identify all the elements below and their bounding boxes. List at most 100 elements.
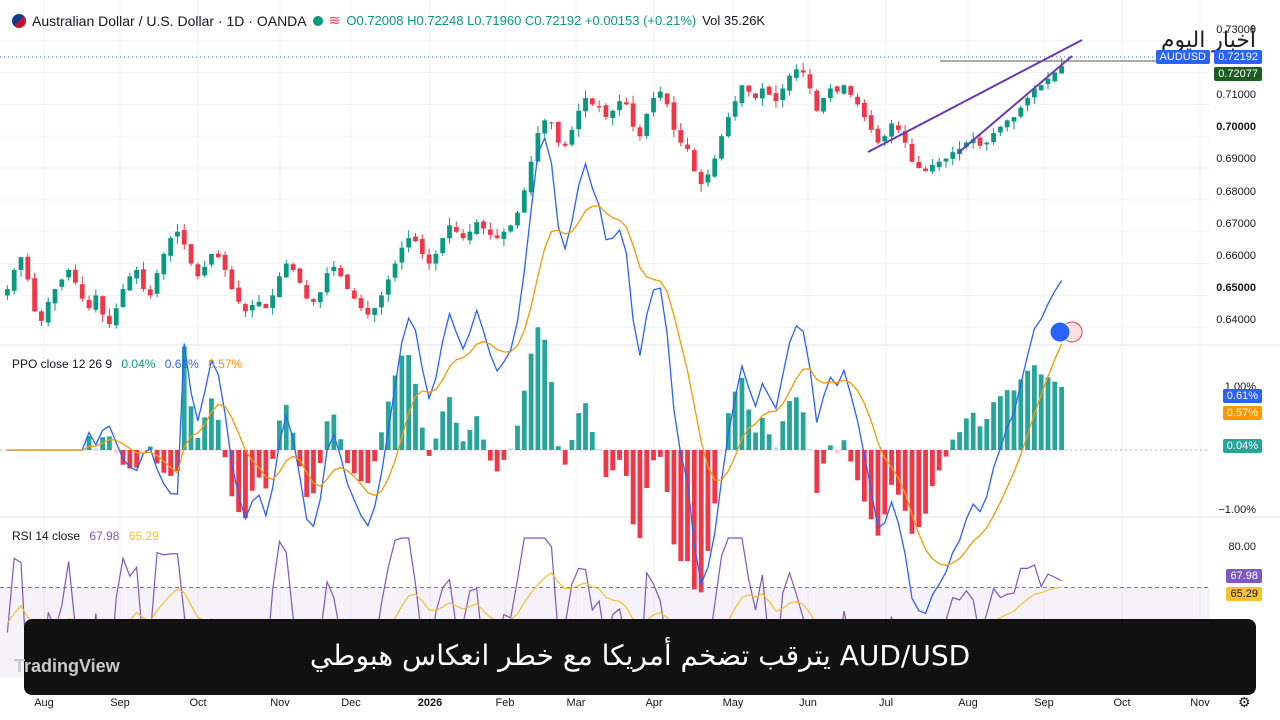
site-logo: أخبار اليوم (1160, 28, 1256, 53)
ppo-hist-bar (494, 450, 500, 472)
candle-body (256, 301, 262, 307)
ppo-label: PPO close 12 26 9 (12, 357, 113, 371)
candle-body (875, 128, 881, 143)
candle-body (610, 110, 616, 118)
candle-body (195, 264, 201, 277)
candle-body (515, 212, 520, 226)
ppo-hist-bar (365, 450, 371, 484)
candle-body (127, 276, 133, 291)
ppo-hist-bar (596, 449, 602, 451)
candle-body (379, 295, 384, 308)
ppo-hist-bar (950, 439, 956, 450)
candle-body (1004, 120, 1010, 128)
symbol-tag: AUDUSD (1155, 50, 1210, 64)
ppo-hist-bar (256, 450, 262, 478)
ppo-hist-bar (739, 377, 745, 450)
candle-body (787, 75, 792, 91)
candle-body (406, 238, 412, 248)
candle-body (426, 254, 432, 264)
ppo-hist-bar (916, 450, 922, 527)
ppo-hist-bar (943, 450, 949, 457)
x-tick: Aug (34, 697, 54, 709)
ppo-hist-bar (984, 418, 990, 450)
candle-body (664, 93, 670, 105)
candle-body (549, 122, 554, 124)
x-tick: Jun (799, 697, 817, 709)
price-tick: 0.69000 (1216, 153, 1256, 165)
settings-gear-icon[interactable]: ⚙ (1238, 694, 1251, 710)
rsi-legend[interactable]: RSI 14 close 67.98 65.29 (12, 529, 159, 543)
ppo-hist-bar (787, 401, 792, 450)
headline-text: AUD/USD يترقب تضخم أمريكا مع خطر انعكاس … (309, 639, 971, 672)
ppo-hist-bar (501, 450, 507, 460)
ppo-hist-bar (998, 396, 1003, 450)
candle-body (45, 301, 51, 323)
candle-body (324, 273, 330, 293)
ppo-hist-bar (603, 450, 609, 478)
ppo-hist-bar (617, 450, 622, 460)
ppo-hist-bar (508, 448, 514, 450)
ppo-hist-bar (807, 449, 813, 451)
ppo-hist-bar (644, 450, 650, 489)
ppo-hist-bar (800, 412, 806, 450)
candle-body (685, 144, 690, 149)
ppo-hist-bar (1032, 365, 1037, 450)
ppo-hist-bar (515, 425, 520, 450)
candle-body (304, 285, 310, 299)
ppo-hist-bar (249, 450, 255, 491)
candle-body (467, 231, 473, 241)
ppo-hist-bar (895, 450, 901, 495)
ppo-hist-bar (141, 450, 146, 451)
x-tick: Aug (958, 697, 978, 709)
compare-icon[interactable]: ≋ (328, 12, 341, 28)
candle-body (657, 91, 663, 98)
symbol-header[interactable]: Australian Dollar / U.S. Dollar · 1D · O… (12, 12, 765, 29)
ppo-legend[interactable]: PPO close 12 26 9 0.04% 0.61% 0.57% (12, 357, 242, 371)
candle-body (814, 90, 820, 111)
rsi-tag: 67.98 (1226, 569, 1262, 583)
ppo-hist-bar (746, 409, 752, 450)
ppo-hist-bar (270, 450, 276, 459)
wedge-lower-line (957, 55, 1073, 154)
candle-body (834, 86, 840, 92)
candle-body (637, 127, 643, 137)
aud-flag-icon (12, 13, 26, 28)
x-tick: Dec (341, 697, 361, 709)
candle-body (923, 168, 928, 172)
candle-body (1059, 66, 1064, 74)
candle-body (793, 69, 799, 78)
candle-body (691, 150, 697, 172)
candle-body (651, 98, 656, 113)
ppo-hist-bar (324, 421, 330, 450)
candle-body (712, 158, 718, 177)
ppo-hist-bar (168, 450, 174, 476)
ppo-hist-bar (705, 450, 711, 551)
ppo-hist-bar (719, 450, 724, 451)
ppo-hist-bar (188, 406, 194, 450)
ppo-hist-bar (535, 327, 541, 450)
ppo-hist-bar (419, 427, 425, 450)
candle-body (66, 269, 71, 278)
volume-value: Vol 35.26K (702, 13, 766, 28)
ppo-hist-bar (875, 450, 881, 536)
ppo-hist-bar (555, 446, 561, 450)
candle-body (392, 263, 398, 278)
candle-body (678, 130, 684, 143)
ppo-hist-bar (202, 417, 208, 450)
ppo-hist-bar (957, 432, 962, 450)
ppo-hist-bar (848, 450, 854, 462)
ppo-hist-bar (345, 450, 350, 464)
ppo-hist-bar (215, 419, 221, 450)
ppo-hist-bar (657, 450, 663, 457)
candle-body (147, 289, 153, 296)
candle-body (528, 161, 534, 193)
ppo-hist-bar (283, 404, 289, 450)
candle-body (277, 276, 282, 298)
candle-body (311, 299, 316, 302)
ppo-signal-tag: 0.57% (1222, 406, 1262, 420)
ppo-hist-bar (304, 450, 310, 498)
candle-body (766, 86, 772, 95)
candle-body (73, 269, 78, 283)
price-tick: 0.68000 (1216, 186, 1256, 198)
candle-body (732, 101, 738, 117)
